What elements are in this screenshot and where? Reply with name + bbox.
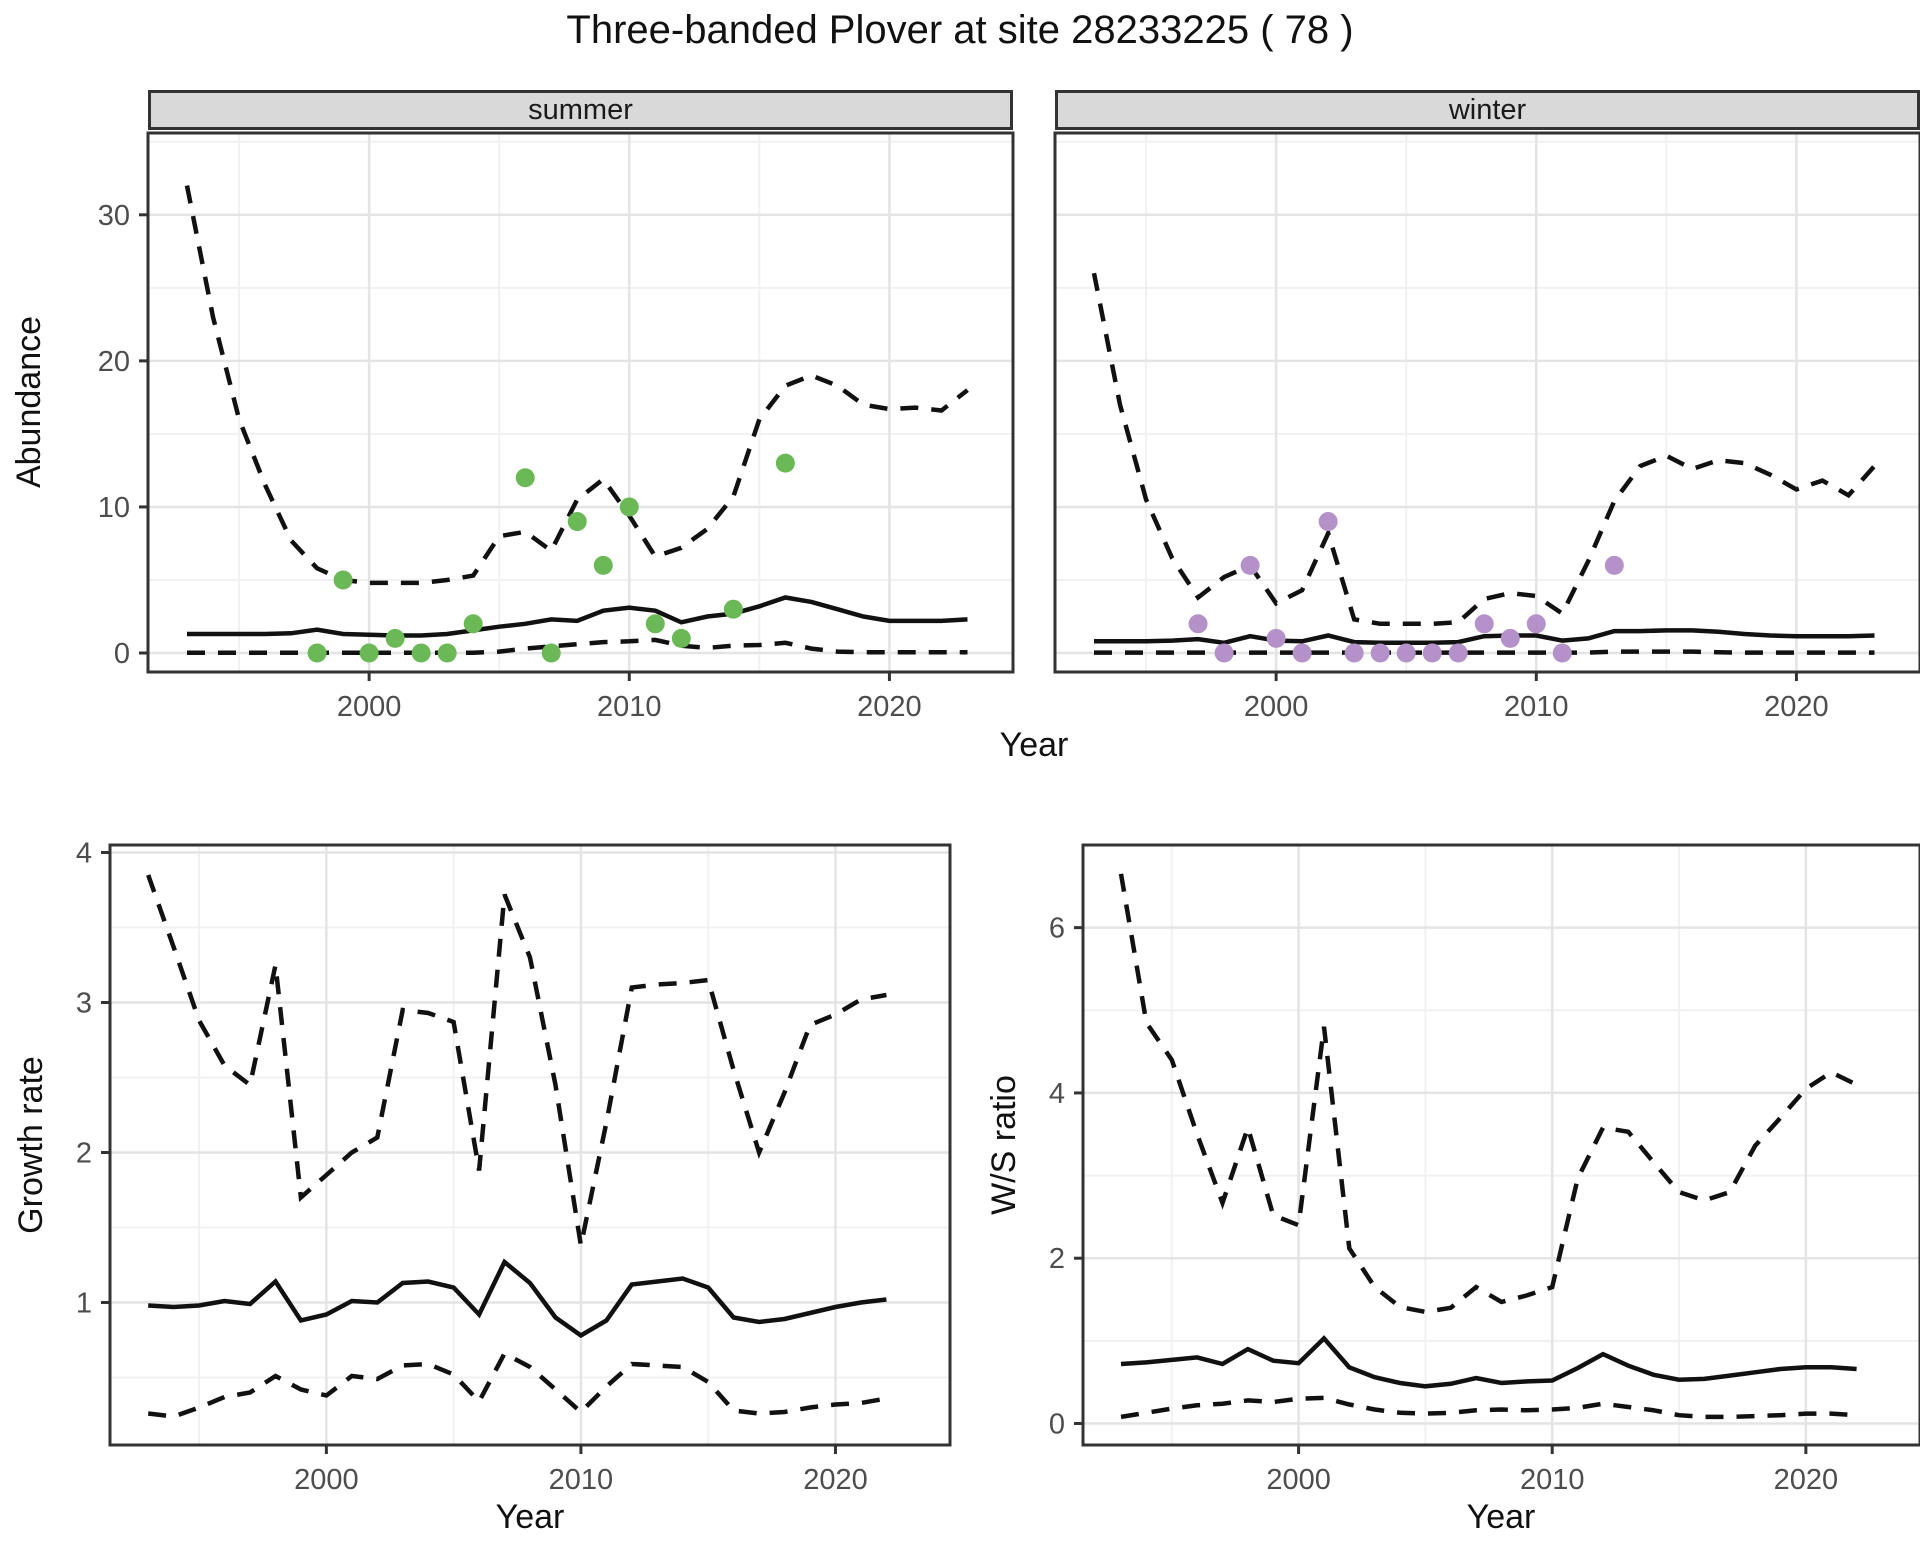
svg-text:0: 0 — [114, 638, 130, 670]
abundance-summer-plot: 2000 2010 2020 0 10 20 30 — [98, 131, 1015, 723]
facet-strip-summer-label: summer — [528, 93, 633, 126]
svg-text:1: 1 — [76, 1288, 92, 1320]
svg-text:2020: 2020 — [1764, 691, 1829, 723]
svg-text:2: 2 — [1049, 1243, 1065, 1275]
svg-text:2000: 2000 — [1266, 1464, 1331, 1496]
ws-ratio-plot: 2000 2010 2020 0 2 4 6 — [1049, 843, 1920, 1496]
y-axis-label-abundance: Abundance — [10, 315, 48, 489]
svg-text:2000: 2000 — [1244, 691, 1309, 723]
facet-strip-winter: winter — [1055, 90, 1920, 130]
svg-text:4: 4 — [76, 838, 92, 870]
svg-text:6: 6 — [1049, 913, 1065, 945]
y-axis-label-ws-ratio: W/S ratio — [985, 1075, 1023, 1215]
svg-text:2000: 2000 — [294, 1464, 359, 1496]
x-axis-label-year-bottom-left: Year — [495, 1498, 565, 1536]
svg-text:30: 30 — [98, 200, 130, 232]
svg-text:2000: 2000 — [337, 691, 402, 723]
x-axis-label-year-bottom-right: Year — [1466, 1498, 1536, 1536]
facet-strip-winter-label: winter — [1448, 93, 1527, 126]
svg-text:2010: 2010 — [1520, 1464, 1585, 1496]
svg-text:0: 0 — [1049, 1409, 1065, 1441]
growth-rate-plot: 2000 2010 2020 1 2 3 4 — [76, 838, 952, 1496]
svg-text:2020: 2020 — [857, 691, 922, 723]
svg-text:4: 4 — [1049, 1078, 1065, 1110]
svg-text:2: 2 — [76, 1138, 92, 1170]
svg-text:2020: 2020 — [803, 1464, 868, 1496]
plot-title: Three-banded Plover at site 28233225 ( 7… — [566, 8, 1354, 52]
svg-text:2010: 2010 — [549, 1464, 614, 1496]
abundance-winter-plot: 2000 2010 2020 — [1053, 131, 1920, 723]
svg-text:10: 10 — [98, 492, 130, 524]
y-axis-label-growth-rate: Growth rate — [12, 1056, 50, 1234]
svg-text:20: 20 — [98, 346, 130, 378]
svg-text:3: 3 — [76, 988, 92, 1020]
svg-text:2010: 2010 — [1504, 691, 1569, 723]
x-axis-label-year-top: Year — [999, 726, 1069, 764]
svg-text:2020: 2020 — [1774, 1464, 1839, 1496]
facet-strip-summer: summer — [148, 90, 1013, 130]
svg-text:2010: 2010 — [597, 691, 662, 723]
